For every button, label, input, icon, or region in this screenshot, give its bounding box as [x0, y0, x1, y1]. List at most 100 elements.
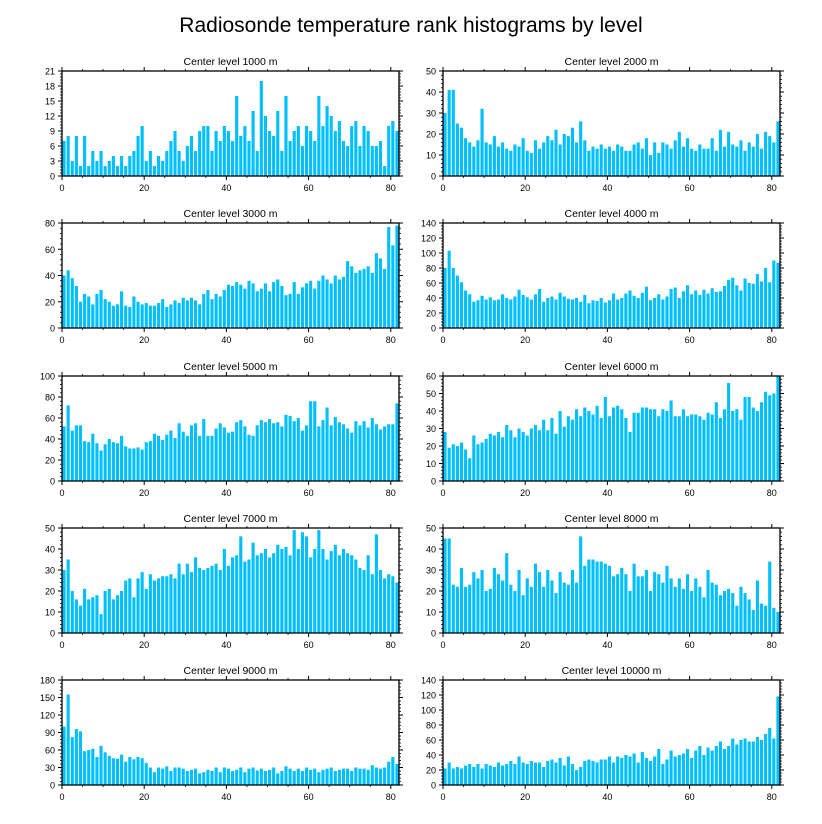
bar	[374, 767, 378, 785]
bar	[341, 276, 346, 328]
x-tick-label: 0	[440, 335, 445, 345]
bar	[525, 764, 529, 785]
y-tick-label: 180	[40, 676, 55, 686]
bar	[476, 578, 480, 633]
bar	[91, 433, 95, 481]
bar	[455, 767, 459, 785]
bar	[288, 415, 292, 481]
bar	[759, 281, 764, 328]
bar	[189, 572, 194, 633]
bar	[210, 771, 214, 785]
bar	[210, 435, 214, 481]
bar	[554, 299, 558, 328]
bar	[529, 586, 533, 633]
bar	[722, 591, 727, 633]
bar	[70, 591, 74, 633]
bar	[702, 289, 706, 328]
bar	[443, 768, 447, 785]
bar	[492, 435, 496, 481]
bar	[263, 422, 267, 481]
bar	[607, 416, 611, 481]
bar	[690, 758, 694, 785]
bar	[558, 572, 562, 633]
y-tick-label: 0	[431, 781, 436, 791]
bar	[148, 305, 152, 328]
bar	[115, 758, 120, 785]
bar	[120, 754, 124, 785]
bar	[120, 435, 124, 481]
bar	[657, 749, 661, 785]
bar	[776, 376, 780, 481]
y-tick-label: 50	[426, 67, 436, 77]
x-tick-label: 0	[59, 792, 64, 802]
bar	[354, 272, 358, 329]
y-tick-label: 0	[50, 324, 55, 334]
bar	[325, 106, 329, 176]
x-tick-label: 0	[59, 488, 64, 498]
y-tick-label: 80	[426, 721, 436, 731]
bar	[517, 146, 521, 176]
bar	[378, 258, 383, 328]
bar	[152, 772, 157, 785]
bar	[157, 578, 161, 633]
bar	[579, 767, 583, 785]
bar	[333, 131, 337, 176]
bar	[206, 435, 210, 481]
bar	[255, 425, 259, 481]
bar	[62, 426, 66, 481]
bar	[309, 557, 313, 633]
bar	[235, 555, 239, 633]
bar	[735, 409, 739, 481]
bar	[235, 96, 239, 176]
bar	[681, 409, 685, 481]
bar	[772, 607, 776, 633]
bar	[107, 755, 111, 785]
bar	[529, 152, 533, 176]
x-tick-label: 60	[304, 335, 314, 345]
bar	[391, 424, 395, 481]
bar	[177, 303, 181, 328]
bar	[640, 752, 644, 785]
bar	[354, 121, 358, 176]
bar	[325, 768, 329, 785]
y-tick-label: 90	[45, 728, 55, 738]
bar	[665, 411, 669, 481]
bar	[566, 136, 570, 176]
bar	[476, 300, 480, 328]
bar	[152, 166, 157, 176]
bar	[739, 586, 743, 633]
bar	[533, 140, 538, 176]
bar	[173, 437, 177, 481]
panel-1: Center level 1000 m 0 3 6 9 12 15 18 21 0 20 40 60 80	[45, 56, 403, 193]
bar	[488, 765, 492, 785]
bar	[517, 756, 521, 785]
bar	[751, 146, 755, 176]
bar	[198, 567, 202, 633]
bar	[243, 126, 247, 176]
bar	[542, 419, 546, 481]
bar	[447, 447, 451, 481]
bar	[476, 444, 480, 481]
bar	[644, 286, 648, 328]
x-tick-label: 40	[221, 488, 231, 498]
bar	[509, 584, 513, 633]
bar	[620, 146, 624, 176]
bar	[558, 758, 562, 785]
bar	[124, 761, 128, 785]
bar	[161, 768, 165, 785]
bar	[468, 764, 472, 785]
x-tick-label: 40	[221, 183, 231, 193]
x-tick-label: 40	[602, 792, 612, 802]
y-tick-label: 80	[45, 219, 55, 229]
bar	[391, 576, 395, 633]
bar	[259, 81, 263, 176]
bar	[263, 549, 267, 633]
bar	[521, 762, 525, 785]
bar	[263, 771, 267, 785]
x-tick-label: 20	[520, 488, 530, 498]
bar	[292, 282, 296, 328]
bar	[214, 428, 218, 481]
bar	[677, 578, 681, 633]
bar	[628, 591, 632, 633]
bar	[727, 383, 731, 481]
